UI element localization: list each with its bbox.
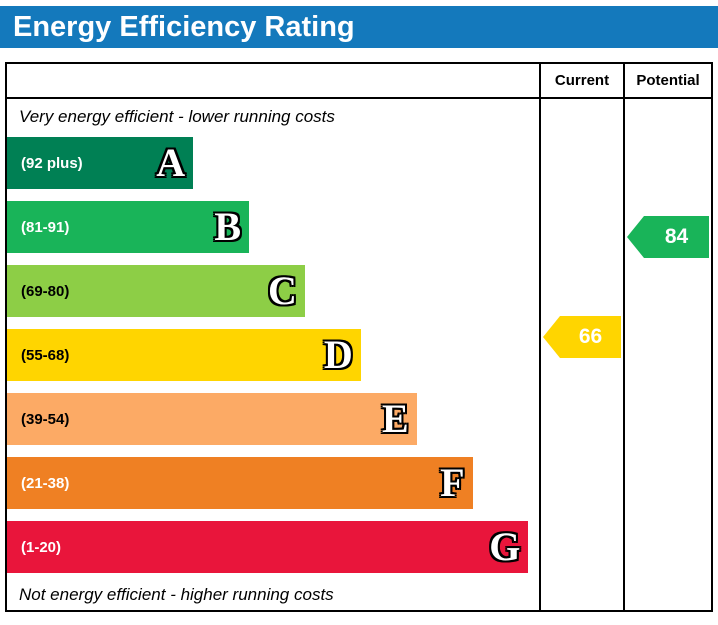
band-range-label: (1-20): [21, 538, 62, 556]
band-row-g: (1-20) G: [7, 521, 539, 573]
band-letter: C: [268, 268, 297, 313]
band-range-label: (81-91): [21, 218, 70, 236]
band-row-d: (55-68) D: [7, 329, 539, 381]
band-range-label: (21-38): [21, 474, 70, 492]
band-row-b: (81-91) B: [7, 201, 539, 253]
current-column-header: Current: [539, 64, 623, 97]
current-rating-value: 66: [578, 325, 603, 348]
band-bar-e: (39-54) E: [7, 393, 417, 445]
band-row-e: (39-54) E: [7, 393, 539, 445]
band-letter: E: [381, 396, 409, 441]
band-range-label: (55-68): [21, 346, 70, 364]
band-bar-f: (21-38) F: [7, 457, 473, 509]
band-letter: D: [323, 332, 353, 377]
header-spacer: [7, 64, 539, 97]
band-letter: F: [440, 460, 465, 505]
band-bar-d: (55-68) D: [7, 329, 361, 381]
bands-area: Very energy efficient - lower running co…: [7, 99, 539, 610]
band-letter: B: [214, 204, 242, 249]
band-bar-b: (81-91) B: [7, 201, 250, 253]
band-letter: G: [489, 524, 521, 569]
band-bar-a: (92 plus) A: [7, 137, 194, 189]
band-row-a: (92 plus) A: [7, 137, 539, 189]
bottom-note: Not energy efficient - higher running co…: [19, 585, 334, 604]
band-bar-g: (1-20) G: [7, 521, 529, 573]
top-note: Very energy efficient - lower running co…: [19, 107, 335, 126]
band-range-label: (69-80): [21, 282, 70, 300]
potential-column-header: Potential: [623, 64, 711, 97]
band-row-f: (21-38) F: [7, 457, 539, 509]
band-range-label: (39-54): [21, 410, 70, 428]
band-row-c: (69-80) C: [7, 265, 539, 317]
epc-chart: Current Potential Very energy efficient …: [5, 62, 713, 612]
page-title: Energy Efficiency Rating: [13, 10, 355, 43]
band-letter: A: [156, 140, 186, 185]
header-bar: Energy Efficiency Rating: [0, 6, 718, 48]
band-bar-c: (69-80) C: [7, 265, 305, 317]
chart-header-row: Current Potential: [7, 64, 711, 99]
current-rating-arrow: 66: [543, 316, 621, 358]
chart-body: Very energy efficient - lower running co…: [7, 99, 711, 610]
potential-rating-arrow: 84: [627, 216, 709, 258]
current-column: 66: [539, 99, 623, 610]
potential-rating-value: 84: [664, 225, 689, 248]
band-range-label: (92 plus): [21, 154, 83, 172]
potential-column: 84: [623, 99, 711, 610]
